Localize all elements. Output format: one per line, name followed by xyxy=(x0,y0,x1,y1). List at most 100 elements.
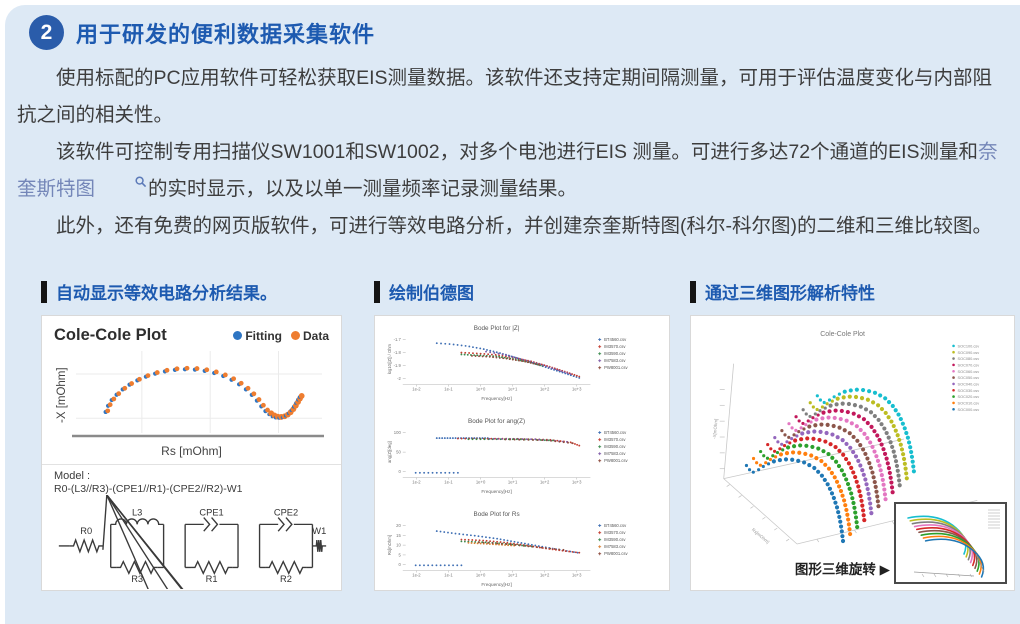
svg-text:IM7583.csv: IM7583.csv xyxy=(604,451,626,456)
column-3-heading: 通过三维图形解析特性 xyxy=(690,279,1015,304)
svg-text:-1.7: -1.7 xyxy=(394,337,402,342)
svg-text:1e+1: 1e+1 xyxy=(508,572,518,577)
svg-text:1e-2: 1e-2 xyxy=(412,572,421,577)
svg-text:-1.9: -1.9 xyxy=(394,363,402,368)
cole-cole-plot-row: -X [mOhm] xyxy=(54,347,329,443)
svg-text:L3: L3 xyxy=(132,508,142,518)
svg-text:SOC080.csv: SOC080.csv xyxy=(958,357,980,361)
search-icon xyxy=(96,175,147,188)
svg-text:1e+2: 1e+2 xyxy=(540,572,550,577)
nyquist-plot-link[interactable]: 奈奎斯特图 xyxy=(17,141,998,200)
svg-text:1e+2: 1e+2 xyxy=(540,386,550,391)
paragraph-3: 此外，还有免费的网页版软件，可进行等效电路分析，并创建奈奎斯特图(科尔-科尔图)… xyxy=(56,215,992,237)
svg-text:W1: W1 xyxy=(312,526,326,536)
svg-text:5: 5 xyxy=(398,552,401,557)
rotate-3d-note: 图形三维旋转 ▶ xyxy=(794,562,890,577)
section-number-badge: 2 xyxy=(29,15,64,50)
column-3-heading-label: 通过三维图形解析特性 xyxy=(705,284,875,303)
svg-text:SOC010.csv: SOC010.csv xyxy=(958,402,980,406)
svg-text:Bode Plot for |Z|: Bode Plot for |Z| xyxy=(474,325,520,332)
svg-text:1e-1: 1e-1 xyxy=(444,479,453,484)
svg-text:IM3590.csv: IM3590.csv xyxy=(604,351,626,356)
cole-cole-legend: Fitting Data xyxy=(227,329,329,343)
body-text: 使用标配的PC应用软件可轻松获取EIS测量数据。该软件还支持定期间隔测量，可用于… xyxy=(17,60,1006,245)
svg-text:R1: R1 xyxy=(206,574,218,584)
nyquist-link-label: 奈奎斯特图 xyxy=(17,141,998,200)
data-label: Data xyxy=(302,328,329,343)
svg-text:-2: -2 xyxy=(397,376,401,381)
cole-cole-plot xyxy=(72,351,324,438)
svg-text:ang(Z)[deg]: ang(Z)[deg] xyxy=(387,441,392,463)
svg-text:IM3570.csv: IM3570.csv xyxy=(604,530,626,535)
svg-text:SOC060.csv: SOC060.csv xyxy=(958,370,980,374)
svg-text:BT4560.csv: BT4560.csv xyxy=(604,523,627,528)
bode-card: Bode Plot for |Z| -1.7 -1.8 -1.9 -2 1e-2 1e-1 1… xyxy=(374,315,670,591)
section-header: 2 用于研发的便利数据采集软件 xyxy=(5,5,1020,50)
svg-text:IM7583.csv: IM7583.csv xyxy=(604,544,626,549)
svg-text:-1.8: -1.8 xyxy=(394,350,402,355)
svg-text:IM3590.csv: IM3590.csv xyxy=(604,537,626,542)
svg-text:Frequency[Hz]: Frequency[Hz] xyxy=(481,489,511,494)
svg-text:1e-2: 1e-2 xyxy=(412,386,421,391)
cole-cole-3d-card: Cole-Cole PlotRs[mOhm]-X[mOhm]DataSOC100… xyxy=(690,315,1015,591)
svg-text:1e-1: 1e-1 xyxy=(444,386,453,391)
svg-text:SOC050.csv: SOC050.csv xyxy=(958,376,980,380)
cole-cole-header: Cole-Cole Plot Fitting Data xyxy=(54,326,329,345)
svg-text:R2: R2 xyxy=(280,574,292,584)
svg-text:Bode Plot for ang(Z): Bode Plot for ang(Z) xyxy=(468,418,525,425)
svg-text:1e+3: 1e+3 xyxy=(572,479,582,484)
column-1-heading: 自动显示等效电路分析结果。 xyxy=(41,279,342,304)
svg-text:SOC100.csv: SOC100.csv xyxy=(958,344,980,348)
svg-text:0: 0 xyxy=(398,469,401,474)
column-3d-graph: 通过三维图形解析特性 Cole-Cole Plot Rs[mOhm] -X[mOhm… xyxy=(690,279,1015,591)
svg-text:IM7583.csv: IM7583.csv xyxy=(604,358,626,363)
paragraph-2-before: 该软件可控制专用扫描仪SW1001和SW1002，对多个电池进行EIS 测量。可… xyxy=(56,141,979,163)
svg-text:BT4560.csv: BT4560.csv xyxy=(604,430,627,435)
svg-text:0: 0 xyxy=(398,562,401,567)
svg-text:R3: R3 xyxy=(131,574,143,584)
paragraph-2: 该软件可控制专用扫描仪SW1001和SW1002，对多个电池进行EIS 测量。可… xyxy=(17,134,1006,208)
column-2-heading-label: 绘制伯德图 xyxy=(389,284,474,303)
section-title: 用于研发的便利数据采集软件 xyxy=(76,21,376,47)
svg-text:15: 15 xyxy=(396,533,401,538)
svg-text:1e+0: 1e+0 xyxy=(476,479,486,484)
column-1-heading-label: 自动显示等效电路分析结果。 xyxy=(56,284,277,303)
svg-text:1e+0: 1e+0 xyxy=(476,572,486,577)
svg-text:-X[mOhm]: -X[mOhm] xyxy=(712,419,719,440)
svg-text:1e+0: 1e+0 xyxy=(476,386,486,391)
svg-text:IM3570.csv: IM3570.csv xyxy=(604,437,626,442)
model-label: Model : xyxy=(54,470,91,482)
cole-cole-title: Cole-Cole Plot xyxy=(54,326,167,344)
heading-bar xyxy=(690,280,696,303)
svg-text:1e+2: 1e+2 xyxy=(540,479,550,484)
cole-cole-ylabel: -X [mOhm] xyxy=(56,367,68,423)
circuit-diagram: R0 L3 R3 CPE1 R1 CPE2 R2 W1 xyxy=(58,494,326,624)
bode-plot-rs: Bode Plot for Rs 20 15 10 5 0 1e-2 1e-1 1e+0 1e+1… xyxy=(380,508,664,599)
svg-text:IM3570.csv: IM3570.csv xyxy=(604,344,626,349)
svg-text:Rs[mOhm]: Rs[mOhm] xyxy=(387,535,392,555)
svg-text:log10(|Z|) / Ohm: log10(|Z|) / Ohm xyxy=(387,343,392,374)
rotated-view-inset[interactable] xyxy=(894,502,1007,584)
section-panel: 2 用于研发的便利数据采集软件 使用标配的PC应用软件可轻松获取EIS测量数据。… xyxy=(5,5,1020,624)
svg-text:PW8001.csv: PW8001.csv xyxy=(604,458,628,463)
svg-text:SOC090.csv: SOC090.csv xyxy=(958,351,980,355)
feature-cards: 自动显示等效电路分析结果。 Cole-Cole Plot Fitting Dat… xyxy=(41,279,1020,624)
svg-text:SOC030.csv: SOC030.csv xyxy=(958,389,980,393)
paragraph-2-after: 的实时显示，以及以单一测量频率记录测量结果。 xyxy=(148,178,578,200)
svg-text:CPE1: CPE1 xyxy=(199,508,223,518)
svg-text:1e+1: 1e+1 xyxy=(508,479,518,484)
svg-text:SOC000.csv: SOC000.csv xyxy=(958,408,980,412)
card-divider xyxy=(42,464,341,465)
bode-plot-z: Bode Plot for |Z| -1.7 -1.8 -1.9 -2 1e-2 1e-1 1… xyxy=(380,322,664,413)
svg-text:Cole-Cole Plot: Cole-Cole Plot xyxy=(820,331,865,338)
column-2-heading: 绘制伯德图 xyxy=(374,279,670,304)
svg-text:Bode Plot for Rs: Bode Plot for Rs xyxy=(473,511,519,518)
svg-text:1e+3: 1e+3 xyxy=(572,572,582,577)
svg-text:Frequency[Hz]: Frequency[Hz] xyxy=(481,396,511,401)
svg-text:CPE2: CPE2 xyxy=(274,508,298,518)
svg-text:PW8001.csv: PW8001.csv xyxy=(604,551,628,556)
svg-text:1e+1: 1e+1 xyxy=(508,386,518,391)
svg-text:R0: R0 xyxy=(80,526,92,536)
svg-text:SOC040.csv: SOC040.csv xyxy=(958,382,980,386)
fitting-dot-icon xyxy=(233,331,243,340)
